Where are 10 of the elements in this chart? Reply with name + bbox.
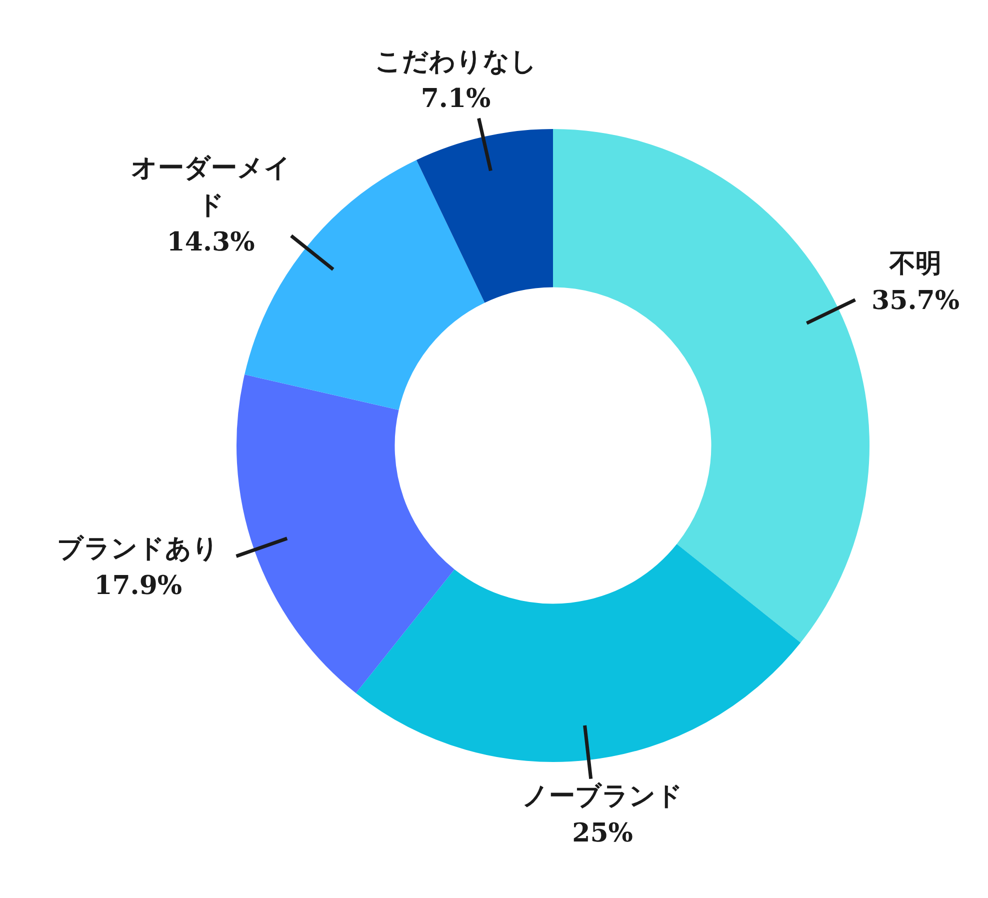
data-label: 17.9% — [94, 570, 182, 601]
slice-label: 不明 — [888, 248, 942, 279]
slice-label: ノーブランド — [522, 781, 684, 812]
slice-label: オーダーメイド — [130, 153, 291, 220]
data-label: 25% — [572, 818, 634, 848]
data-label: 7.1% — [420, 84, 492, 114]
slice-label: こだわりなし — [374, 47, 537, 78]
slice-label: ブランドあり — [57, 534, 220, 564]
data-label: 14.3% — [166, 227, 256, 258]
data-label: 35.7% — [872, 286, 960, 316]
